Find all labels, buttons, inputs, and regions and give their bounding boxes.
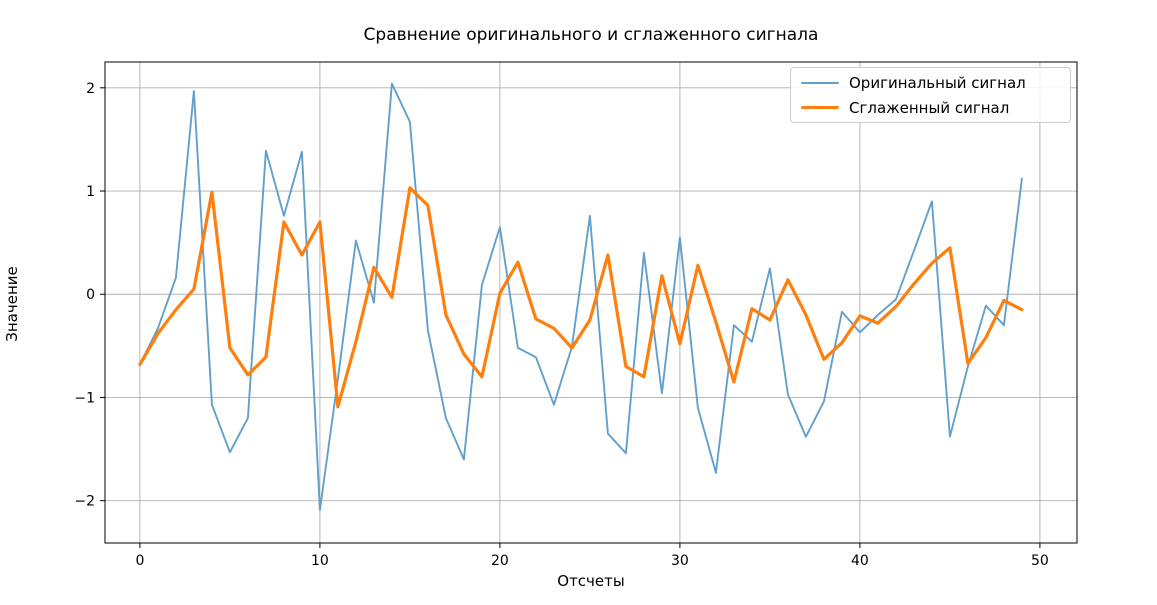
x-axis-label: Отсчеты <box>557 572 625 590</box>
legend-label-smoothed: Сглаженный сигнал <box>849 98 1010 117</box>
y-tick-label: 1 <box>86 184 95 200</box>
chart-title: Сравнение оригинального и сглаженного си… <box>363 25 819 45</box>
x-tick-label: 0 <box>135 553 144 569</box>
smoothed-signal-line-swatch <box>801 106 839 109</box>
ticks <box>100 87 1041 548</box>
y-tick-label: 2 <box>86 81 95 97</box>
original-signal-line <box>138 82 1023 511</box>
legend-label-original: Оригинальный сигнал <box>849 73 1026 92</box>
y-tick-label: 0 <box>86 287 95 303</box>
tick-labels: 0 10 20 30 40 50 −2 −1 0 1 2 <box>74 81 1048 569</box>
x-tick-label: 40 <box>851 553 869 569</box>
legend: Оригинальный сигнал Сглаженный сигнал <box>790 67 1071 123</box>
y-tick-label: −1 <box>74 390 95 406</box>
legend-item-original: Оригинальный сигнал <box>801 73 1060 93</box>
x-tick-label: 50 <box>1031 553 1049 569</box>
x-tick-label: 20 <box>491 553 509 569</box>
original-signal-line-swatch <box>801 81 839 84</box>
legend-item-smoothed: Сглаженный сигнал <box>801 98 1060 118</box>
x-tick-label: 10 <box>311 553 329 569</box>
y-axis-label: Значение <box>3 266 21 342</box>
smoothed-signal-line <box>138 186 1024 409</box>
plot-border <box>104 61 1078 544</box>
x-tick-label: 30 <box>671 553 689 569</box>
grid <box>105 62 1077 543</box>
y-tick-label: −2 <box>74 494 95 510</box>
